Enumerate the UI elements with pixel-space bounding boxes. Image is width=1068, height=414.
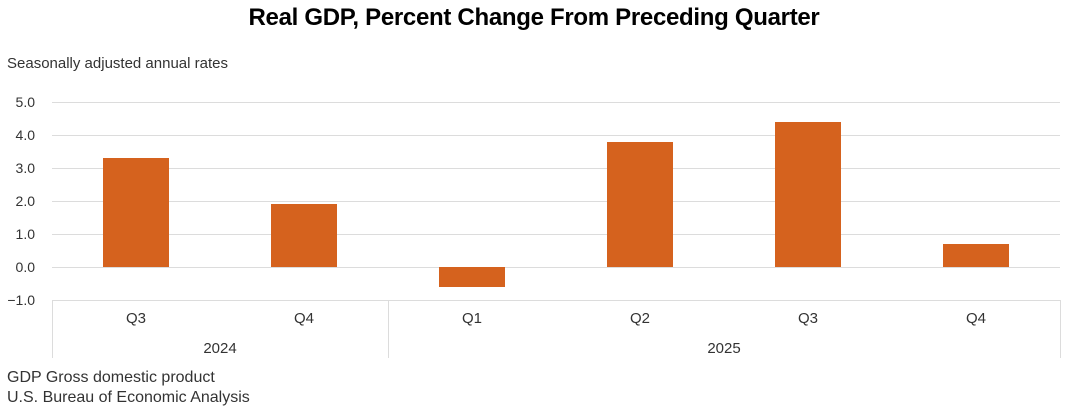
x-tick-label: Q3: [797, 310, 818, 327]
y-tick-label: −1.0: [7, 292, 35, 308]
bar: [607, 141, 673, 267]
gridline: [52, 134, 1060, 136]
y-tick-label: 0.0: [15, 259, 35, 275]
chart-title: Real GDP, Percent Change From Preceding …: [248, 4, 820, 31]
axis-group-divider: [1059, 300, 1061, 358]
year-group-label: 2024: [203, 340, 237, 357]
footnote-gdp-definition: GDP Gross domestic product: [7, 369, 215, 386]
y-tick-label: 1.0: [15, 226, 35, 242]
gridline: [52, 167, 1060, 169]
gridline: [52, 200, 1060, 202]
chart-subtitle: Seasonally adjusted annual rates: [7, 55, 228, 72]
bar: [271, 204, 337, 267]
gridline: [52, 233, 1060, 235]
x-tick-label: Q3: [125, 310, 146, 327]
bar: [775, 121, 841, 267]
bar: [103, 158, 169, 267]
x-tick-label: Q4: [293, 310, 314, 327]
x-tick-label: Q2: [629, 310, 650, 327]
y-tick-label: 4.0: [15, 127, 35, 143]
gridline: [52, 266, 1060, 268]
x-tick-label: Q1: [461, 310, 482, 327]
y-tick-label: 3.0: [15, 160, 35, 176]
bar: [943, 243, 1009, 267]
y-tick-label: 2.0: [15, 193, 35, 209]
axis-group-divider: [387, 300, 389, 358]
gridline: [52, 299, 1060, 301]
axis-group-divider: [51, 300, 53, 358]
footnote-source: U.S. Bureau of Economic Analysis: [7, 389, 250, 406]
y-tick-label: 5.0: [15, 94, 35, 110]
gridline: [52, 101, 1060, 103]
x-tick-label: Q4: [965, 310, 986, 327]
bar: [439, 267, 505, 287]
year-group-label: 2025: [707, 340, 741, 357]
